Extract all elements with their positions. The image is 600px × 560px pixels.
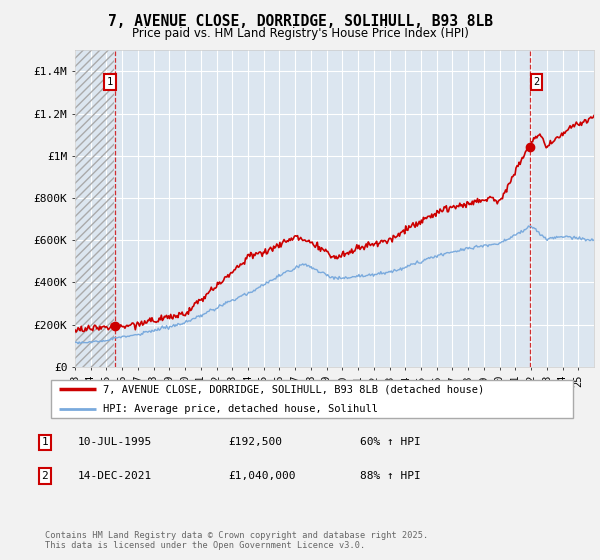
Text: 60% ↑ HPI: 60% ↑ HPI: [360, 437, 421, 447]
Text: 7, AVENUE CLOSE, DORRIDGE, SOLIHULL, B93 8LB (detached house): 7, AVENUE CLOSE, DORRIDGE, SOLIHULL, B93…: [103, 384, 485, 394]
Bar: [75, 50, 115, 367]
Text: 88% ↑ HPI: 88% ↑ HPI: [360, 471, 421, 481]
Text: 14-DEC-2021: 14-DEC-2021: [78, 471, 152, 481]
Text: HPI: Average price, detached house, Solihull: HPI: Average price, detached house, Soli…: [103, 404, 379, 414]
Text: 1: 1: [41, 437, 49, 447]
Text: 2: 2: [41, 471, 49, 481]
Text: 2: 2: [533, 77, 540, 87]
Text: £1,040,000: £1,040,000: [228, 471, 296, 481]
Text: 10-JUL-1995: 10-JUL-1995: [78, 437, 152, 447]
Text: 1: 1: [107, 77, 113, 87]
Text: Contains HM Land Registry data © Crown copyright and database right 2025.
This d: Contains HM Land Registry data © Crown c…: [45, 530, 428, 550]
Text: 7, AVENUE CLOSE, DORRIDGE, SOLIHULL, B93 8LB: 7, AVENUE CLOSE, DORRIDGE, SOLIHULL, B93…: [107, 14, 493, 29]
FancyBboxPatch shape: [50, 380, 574, 418]
Text: £192,500: £192,500: [228, 437, 282, 447]
Text: Price paid vs. HM Land Registry's House Price Index (HPI): Price paid vs. HM Land Registry's House …: [131, 27, 469, 40]
